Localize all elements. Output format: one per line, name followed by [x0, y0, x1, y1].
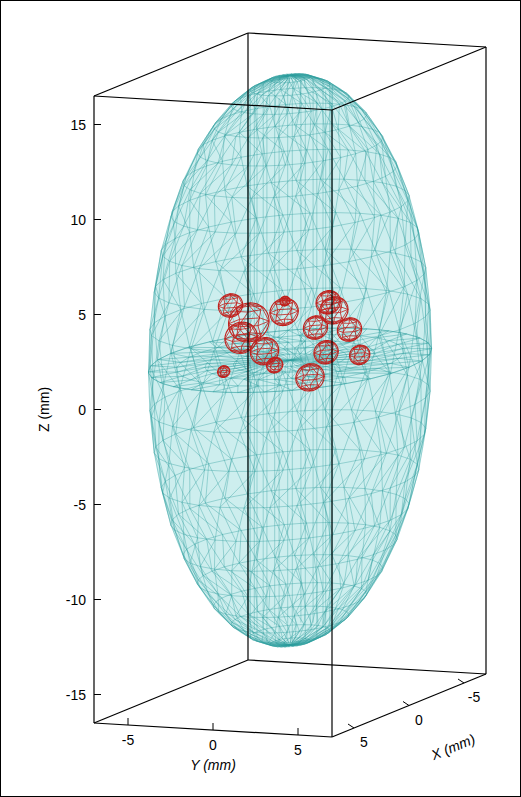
svg-text:Z (mm): Z (mm)	[36, 387, 52, 432]
svg-text:X (mm): X (mm)	[428, 731, 477, 764]
svg-text:10: 10	[70, 212, 86, 228]
svg-text:5: 5	[294, 742, 302, 758]
svg-text:-15: -15	[66, 687, 86, 703]
svg-text:15: 15	[70, 117, 86, 133]
svg-text:-5: -5	[122, 732, 135, 748]
svg-text:0: 0	[415, 712, 423, 728]
svg-text:5: 5	[360, 734, 368, 750]
svg-text:-5: -5	[468, 689, 481, 705]
svg-text:0: 0	[78, 402, 86, 418]
svg-text:5: 5	[78, 307, 86, 323]
svg-text:Y (mm): Y (mm)	[190, 757, 236, 773]
svg-text:-5: -5	[74, 497, 87, 513]
svg-text:-10: -10	[66, 592, 86, 608]
svg-text:0: 0	[209, 737, 217, 753]
